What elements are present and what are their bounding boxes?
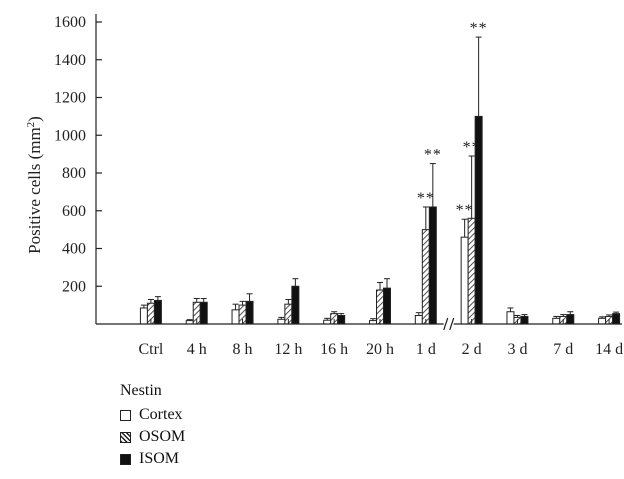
axis-break-gap <box>443 318 454 330</box>
sig-marker-isom-2-d: ** <box>470 20 488 37</box>
bar-cortex-ctrl <box>139 307 148 325</box>
axis-break-slash-right <box>449 317 455 331</box>
x-tick-label-3-d: 3 d <box>507 341 527 358</box>
y-tick-label-200: 200 <box>62 278 86 295</box>
bar-isom-3-d <box>520 315 529 325</box>
bar-cortex-1-d <box>414 315 423 325</box>
x-tick-label-14-d: 14 d <box>595 341 623 358</box>
bar-cortex-8-h <box>231 309 240 325</box>
y-tick-label-400: 400 <box>62 241 86 258</box>
y-tick-label-1000: 1000 <box>54 127 86 144</box>
bar-isom-20-h <box>383 287 391 325</box>
x-tick-label-1-d: 1 d <box>416 341 436 358</box>
bar-isom-2-d <box>474 115 483 325</box>
x-tick-label-16-h: 16 h <box>320 341 348 358</box>
legend-item-osom: OSOM <box>120 426 185 448</box>
legend: Nestin Cortex OSOM ISOM <box>120 380 185 470</box>
y-tick-label-1600: 1600 <box>54 14 86 31</box>
y-axis-label: Positive cells (mm2) <box>25 116 44 254</box>
x-tick-label-ctrl: Ctrl <box>138 341 163 358</box>
legend-swatch-isom <box>120 453 131 465</box>
bar-cortex-12-h <box>277 318 286 325</box>
x-tick-label-2-d: 2 d <box>462 341 482 358</box>
x-tick-label-7-d: 7 d <box>553 341 573 358</box>
bar-cortex-14-d <box>598 317 607 325</box>
bar-osom-1-d <box>421 229 430 325</box>
bar-isom-16-h <box>337 315 346 325</box>
bar-osom-2-d <box>467 217 476 325</box>
legend-label-cortex: Cortex <box>139 406 183 423</box>
axis-break-slash-left <box>443 317 449 331</box>
y-tick-label-600: 600 <box>62 203 86 220</box>
sig-marker-osom-1-d: ** <box>417 190 435 207</box>
bar-cortex-7-d <box>552 317 561 325</box>
y-tick-label-1400: 1400 <box>54 52 86 69</box>
bar-cortex-2-d <box>460 236 469 325</box>
bar-isom-4-h <box>199 301 208 325</box>
sig-marker-cortex-2-d: ** <box>456 202 474 219</box>
legend-title: Nestin <box>120 382 162 399</box>
bar-cortex-3-d <box>506 311 515 325</box>
legend-item-isom: ISOM <box>120 448 185 470</box>
sig-marker-isom-1-d: ** <box>424 147 442 164</box>
x-tick-label-12-h: 12 h <box>274 341 302 358</box>
bar-isom-12-h <box>291 285 300 325</box>
bar-isom-ctrl <box>153 299 162 325</box>
legend-label-isom: ISOM <box>139 450 180 467</box>
bar-isom-8-h <box>245 300 254 325</box>
legend-swatch-cortex <box>120 409 131 421</box>
x-tick-label-4-h: 4 h <box>187 341 207 358</box>
y-tick-label-1200: 1200 <box>54 90 86 107</box>
legend-swatch-osom <box>120 431 131 443</box>
bars-layer: ********** <box>139 20 621 325</box>
bar-osom-20-h <box>376 289 384 325</box>
bar-isom-7-d <box>566 314 575 325</box>
legend-label-osom: OSOM <box>139 428 186 445</box>
bar-isom-14-d <box>612 313 621 325</box>
bar-isom-1-d <box>428 206 437 325</box>
x-tick-label-8-h: 8 h <box>233 341 253 358</box>
x-tick-label-20-h: 20 h <box>366 341 394 358</box>
y-tick-label-800: 800 <box>62 165 86 182</box>
axis-break <box>443 317 455 331</box>
legend-item-cortex: Cortex <box>120 404 185 426</box>
axes-layer: 200 400 600 800 1000 1200 1400 1600 Ctrl 4 h 8 h 12… <box>54 14 623 358</box>
